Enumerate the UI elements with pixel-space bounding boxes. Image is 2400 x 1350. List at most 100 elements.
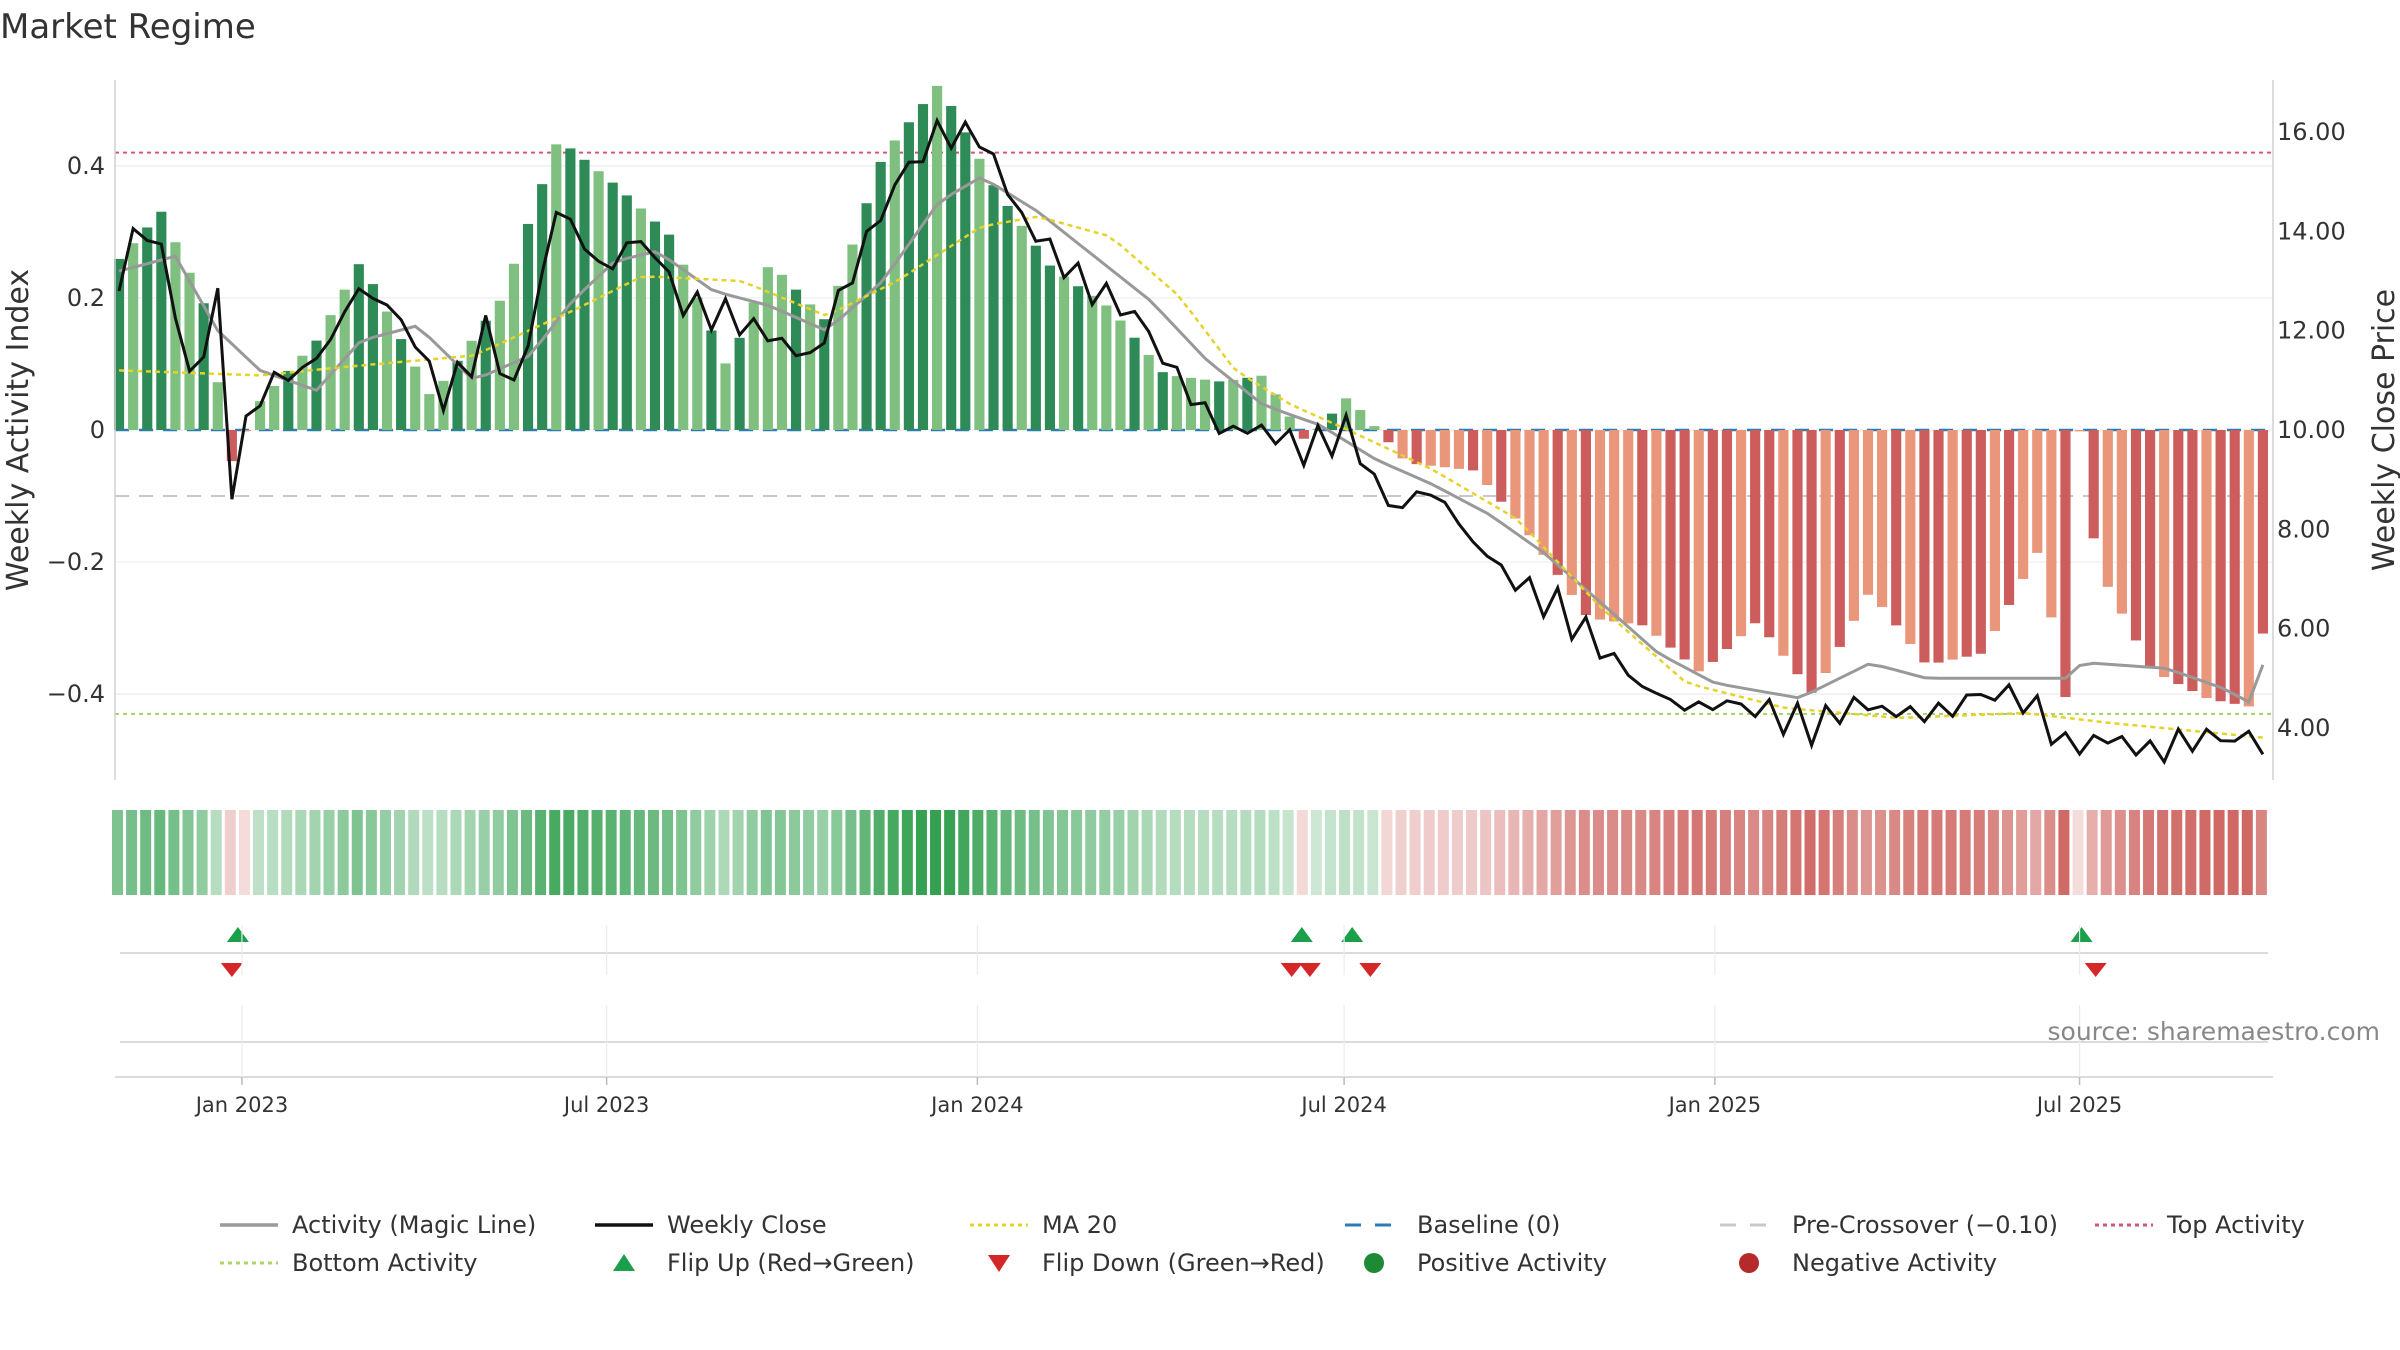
activity-bar — [367, 284, 378, 430]
heat-cell — [1254, 810, 1266, 895]
heat-cell — [591, 810, 603, 895]
heat-cell — [464, 810, 476, 895]
heat-cell — [2044, 810, 2056, 895]
activity-bar — [2201, 430, 2212, 699]
legend-item: Flip Down (Green→Red) — [988, 1249, 1325, 1277]
heat-cell — [760, 810, 772, 895]
activity-bar — [1030, 245, 1041, 430]
activity-bar — [1284, 416, 1295, 430]
flip-up-marker — [1290, 927, 1313, 942]
activity-bar — [1101, 305, 1112, 430]
heat-cell — [140, 810, 152, 895]
activity-bar — [734, 337, 745, 430]
heat-cell — [1818, 810, 1830, 895]
activity-bar — [1707, 430, 1718, 662]
date-tick-label: Jul 2024 — [1299, 1093, 1386, 1117]
heat-cell — [379, 810, 391, 895]
heat-cell — [1169, 810, 1181, 895]
heat-cell — [633, 810, 645, 895]
right-tick-label: 14.00 — [2277, 217, 2346, 245]
heat-cell — [1677, 810, 1689, 895]
activity-bar — [1524, 430, 1535, 536]
activity-bar — [903, 122, 914, 430]
activity-bar — [917, 104, 929, 431]
activity-bar — [776, 274, 788, 430]
y-axis-label-right: Weekly Close Price — [2367, 289, 2400, 571]
heat-cell — [873, 810, 885, 895]
legend-label: Baseline (0) — [1417, 1211, 1560, 1239]
heat-cell — [1198, 810, 1210, 895]
activity-bar — [1919, 430, 1930, 663]
heat-cell — [351, 810, 363, 895]
heat-cell — [1028, 810, 1040, 895]
heat-cell — [972, 810, 984, 895]
date-tick-label: Jan 2025 — [1667, 1093, 1762, 1117]
heat-cell — [1860, 810, 1872, 895]
heat-cell — [2143, 810, 2155, 895]
activity-bar — [396, 339, 407, 430]
activity-bar — [932, 85, 943, 430]
heat-cell — [1776, 810, 1788, 895]
heat-cell — [1480, 810, 1492, 895]
activity-bar — [2187, 430, 2198, 692]
legend-label: Positive Activity — [1417, 1249, 1607, 1277]
ma20-line — [118, 215, 2264, 739]
activity-bar — [1665, 430, 1676, 648]
heat-cell — [1987, 810, 1999, 895]
activity-bar — [466, 340, 477, 430]
activity-bar — [946, 105, 957, 431]
right-tick-label: 10.00 — [2277, 416, 2346, 444]
activity-bar — [1820, 430, 1831, 674]
heat-cell — [450, 810, 462, 895]
activity-bar — [1228, 379, 1239, 430]
heat-cell — [647, 810, 659, 895]
activity-bar — [1369, 426, 1380, 430]
activity-bar — [649, 221, 661, 430]
heat-cell — [337, 810, 349, 895]
heat-cell — [1875, 810, 1887, 895]
regime-heat-strip — [111, 810, 2267, 895]
heat-cell — [1903, 810, 1915, 895]
heat-cell — [901, 810, 913, 895]
heat-cell — [1889, 810, 1901, 895]
heat-cell — [915, 810, 927, 895]
legend-swatch-triangle-up — [613, 1254, 635, 1271]
legend-item: Weekly Close — [595, 1211, 827, 1239]
left-tick-label: −0.2 — [47, 548, 105, 576]
heat-cell — [1705, 810, 1717, 895]
activity-bar — [2173, 430, 2184, 685]
heat-cell — [577, 810, 589, 895]
activity-bar — [381, 311, 393, 430]
heat-cell — [1719, 810, 1731, 895]
activity-bar — [579, 159, 590, 431]
legend-label: Activity (Magic Line) — [292, 1211, 536, 1239]
heat-cell — [1240, 810, 1252, 895]
heat-cell — [1945, 810, 1957, 895]
heat-cell — [803, 810, 815, 895]
activity-bar — [184, 272, 195, 430]
activity-bar — [1115, 320, 1126, 430]
heat-cell — [154, 810, 166, 895]
heat-cell — [1917, 810, 1929, 895]
activity-bar — [1496, 430, 1507, 502]
legend-item: MA 20 — [970, 1211, 1117, 1239]
legend: Activity (Magic Line) Weekly Close MA 20 Ba… — [220, 1211, 2305, 1277]
activity-bar — [1270, 394, 1281, 430]
activity-bar — [833, 285, 844, 430]
heat-cell — [859, 810, 871, 895]
activity-bar — [2215, 430, 2226, 702]
activity-bar — [226, 430, 237, 462]
date-tick-label: Jul 2025 — [2035, 1093, 2122, 1117]
heat-cell — [2227, 810, 2239, 895]
heat-cell — [436, 810, 448, 895]
heat-cell — [549, 810, 561, 895]
activity-bar — [283, 370, 294, 430]
heat-cell — [478, 810, 490, 895]
heat-cell — [1113, 810, 1125, 895]
flip-down-marker — [220, 963, 243, 977]
activity-bar — [1171, 376, 1182, 430]
activity-bar — [988, 185, 999, 430]
heat-cell — [662, 810, 674, 895]
heat-cell — [126, 810, 138, 895]
heat-cell — [492, 810, 504, 895]
